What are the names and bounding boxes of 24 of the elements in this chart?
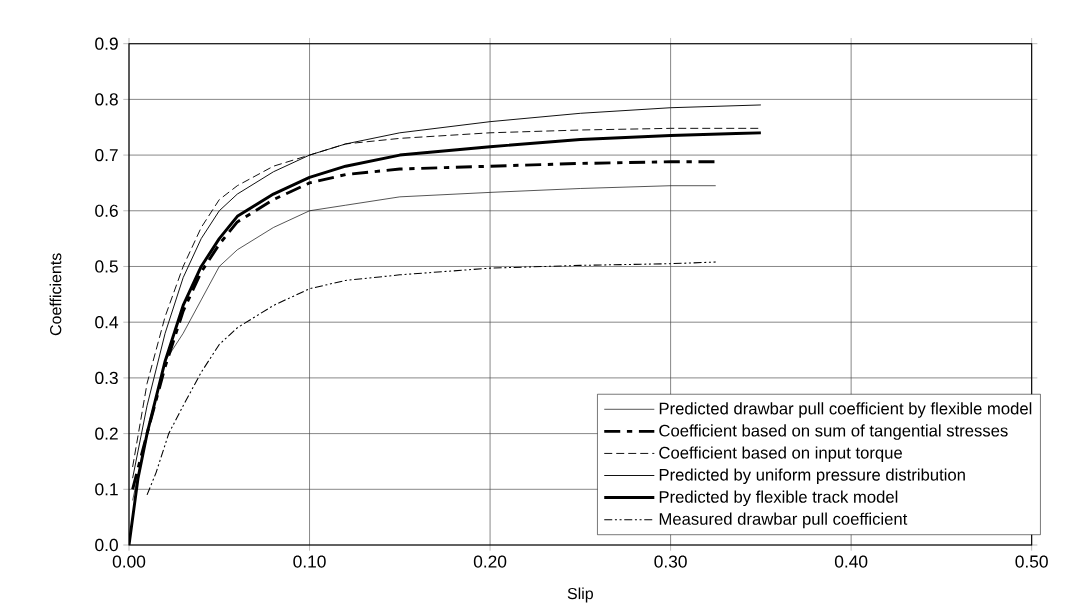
y-tick-label: 0.6 xyxy=(95,204,118,217)
x-tick-label: 0.50 xyxy=(1015,555,1048,568)
legend-label: Coefficient based on sum of tangential stresses xyxy=(659,424,1008,440)
x-tick-label: 0.10 xyxy=(293,555,326,568)
legend-label: Predicted by uniform pressure distribution xyxy=(659,468,965,484)
y-tick-label: 0.8 xyxy=(95,93,118,106)
x-tick-label: 0.00 xyxy=(112,555,146,568)
y-tick-label: 0.5 xyxy=(95,260,118,273)
y-tick-label: 0.7 xyxy=(95,148,118,162)
y-tick-label: 0.2 xyxy=(95,427,118,440)
y-axis-title: Coefficients xyxy=(49,253,62,336)
y-tick-label: 0.0 xyxy=(95,538,118,552)
legend-label: Measured drawbar pull coefficient xyxy=(659,512,908,529)
y-tick-label: 0.1 xyxy=(95,483,118,496)
y-tick-label: 0.9 xyxy=(95,37,118,50)
y-tick-label: 0.4 xyxy=(95,316,119,329)
x-tick-label: 0.40 xyxy=(834,555,868,568)
x-tick-label: 0.30 xyxy=(654,555,687,568)
x-axis-title: Slip xyxy=(567,587,593,603)
legend-label: Predicted by flexible track model xyxy=(659,490,898,507)
legend-label: Coefficient based on input torque xyxy=(659,446,902,462)
legend-label: Predicted drawbar pull coefficient by flexible model xyxy=(659,402,1032,418)
y-tick-label: 0.3 xyxy=(95,371,118,385)
x-tick-label: 0.20 xyxy=(473,555,507,568)
